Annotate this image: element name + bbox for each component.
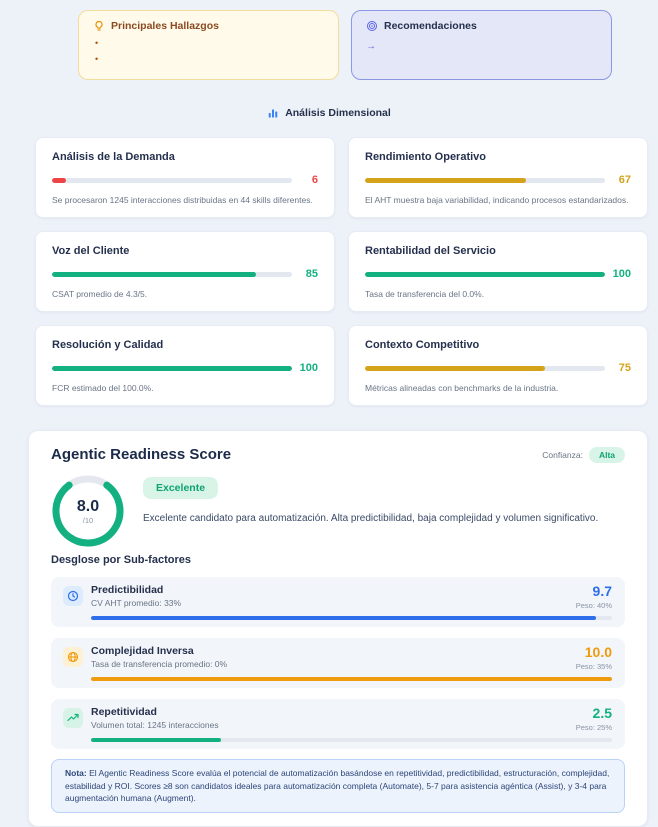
metric-card-resolucion-calidad: Resolución y Calidad 100 FCR estimado de…: [35, 325, 335, 406]
subfactor-detail: Volumen total: 1245 interacciones: [91, 720, 219, 730]
progress-fill: [52, 271, 256, 277]
metric-card-voz-cliente: Voz del Cliente 85 CSAT promedio de 4.3/…: [35, 231, 335, 312]
subfactor-predictibilidad: Predictibilidad CV AHT promedio: 33% 9.7…: [51, 577, 625, 627]
progress-fill: [365, 177, 526, 183]
progress-track: [91, 616, 612, 620]
metric-title: Análisis de la Demanda: [52, 151, 175, 163]
gauge-info: Excelente Excelente candidato para autom…: [143, 474, 598, 525]
metric-score: 75: [618, 362, 631, 374]
subfactor-name: Repetitividad: [91, 706, 157, 718]
gauge-max: /10: [82, 515, 94, 525]
progress-fill: [91, 677, 612, 681]
subfactor-value: 10.0: [584, 644, 612, 660]
recommendation-arrow: →: [366, 41, 376, 52]
summary-cards-row: Principales Hallazgos • • Recomendacione…: [0, 0, 658, 80]
metric-score: 67: [618, 174, 631, 186]
metric-grid: Análisis de la Demanda 6 Se procesaron 1…: [35, 137, 648, 406]
metric-card-contexto-competitivo: Contexto Competitivo 75 Métricas alinead…: [348, 325, 648, 406]
subfactor-detail: Tasa de transferencia promedio: 0%: [91, 659, 228, 669]
progress-track: [52, 177, 292, 183]
metric-card-rendimiento-operativo: Rendimiento Operativo 67 El AHT muestra …: [348, 137, 648, 218]
subfactor-detail: CV AHT promedio: 33%: [91, 598, 182, 608]
subfactor-repetitividad: Repetitividad Volumen total: 1245 intera…: [51, 699, 625, 749]
finding-bullet: •: [95, 54, 99, 64]
metric-description: El AHT muestra baja variabilidad, indica…: [365, 195, 629, 205]
progress-fill: [91, 616, 597, 620]
metric-description: Tasa de transferencia del 0.0%.: [365, 289, 485, 299]
section-header: Análisis Dimensional: [0, 107, 658, 119]
metric-description: Se procesaron 1245 interacciones distrib…: [52, 195, 313, 205]
progress-fill: [52, 177, 67, 183]
metric-card-rentabilidad-servicio: Rentabilidad del Servicio 100 Tasa de tr…: [348, 231, 648, 312]
progress-fill: [365, 365, 545, 371]
confidence-badge: Alta: [588, 447, 625, 463]
progress-track: [52, 365, 292, 371]
progress-fill: [365, 271, 605, 277]
target-icon: [367, 21, 377, 31]
metric-card-analisis-demanda: Análisis de la Demanda 6 Se procesaron 1…: [35, 137, 335, 218]
subfactor-weight: Peso: 25%: [575, 723, 612, 732]
ars-description: Excelente candidato para automatización.…: [143, 513, 599, 524]
rating-badge: Excelente: [143, 477, 219, 499]
section-title: Análisis Dimensional: [285, 107, 391, 119]
metric-title: Contexto Competitivo: [365, 339, 480, 351]
trending-up-icon: [63, 708, 83, 728]
metric-title: Voz del Cliente: [52, 245, 130, 257]
progress-track: [52, 271, 292, 277]
gauge-score: 8.0: [76, 497, 100, 515]
metric-title: Rendimiento Operativo: [365, 151, 487, 163]
bar-chart-icon: [268, 109, 278, 118]
lightbulb-icon: [95, 20, 103, 31]
metric-title: Rentabilidad del Servicio: [365, 245, 496, 257]
confidence-label: Confianza:: [542, 450, 583, 460]
gauge-progress: [52, 475, 124, 547]
progress-fill: [91, 738, 222, 742]
progress-track: [91, 677, 612, 681]
progress-track: [365, 365, 605, 371]
recomendaciones-card: Recomendaciones →: [351, 10, 612, 80]
metric-score: 6: [311, 174, 318, 186]
note-text: El Agentic Readiness Score evalúa el pot…: [65, 768, 610, 803]
progress-track: [365, 177, 605, 183]
metric-description: FCR estimado del 100.0%.: [52, 383, 154, 393]
findings-title: Principales Hallazgos: [111, 20, 219, 32]
finding-bullet: •: [95, 38, 99, 48]
progress-fill: [52, 365, 292, 371]
agentic-readiness-card: Agentic Readiness Score Confianza: Alta …: [28, 430, 648, 827]
metric-score: 85: [305, 268, 318, 280]
progress-track: [91, 738, 612, 742]
note-label: Nota:: [65, 768, 87, 778]
recommendations-title: Recomendaciones: [384, 20, 477, 32]
metric-description: Métricas alineadas con benchmarks de la …: [365, 383, 559, 393]
progress-track: [365, 271, 605, 277]
metric-score: 100: [299, 362, 318, 374]
score-gauge: 8.0 /10: [51, 474, 125, 548]
metric-title: Resolución y Calidad: [52, 339, 164, 351]
subfactor-complejidad-inversa: Complejidad Inversa Tasa de transferenci…: [51, 638, 625, 688]
metric-description: CSAT promedio de 4.3/5.: [52, 289, 148, 299]
clock-icon: [63, 586, 83, 606]
ars-title: Agentic Readiness Score: [51, 446, 232, 463]
recommendations-header: Recomendaciones: [366, 20, 597, 32]
gauge-ring: [52, 475, 124, 547]
confidence: Confianza: Alta: [542, 447, 625, 463]
globe-icon: [63, 647, 83, 667]
subfactor-value: 2.5: [592, 705, 612, 721]
subfactor-weight: Peso: 35%: [575, 662, 612, 671]
methodology-note: Nota: El Agentic Readiness Score evalúa …: [51, 759, 625, 813]
principales-hallazgos-card: Principales Hallazgos • •: [78, 10, 339, 80]
subfactors-title: Desglose por Sub-factores: [51, 554, 191, 566]
subfactor-name: Complejidad Inversa: [91, 645, 194, 657]
subfactor-name: Predictibilidad: [91, 584, 164, 596]
subfactor-weight: Peso: 40%: [575, 601, 612, 610]
subfactor-value: 9.7: [592, 583, 612, 599]
findings-header: Principales Hallazgos: [93, 20, 324, 32]
metric-score: 100: [612, 268, 631, 280]
